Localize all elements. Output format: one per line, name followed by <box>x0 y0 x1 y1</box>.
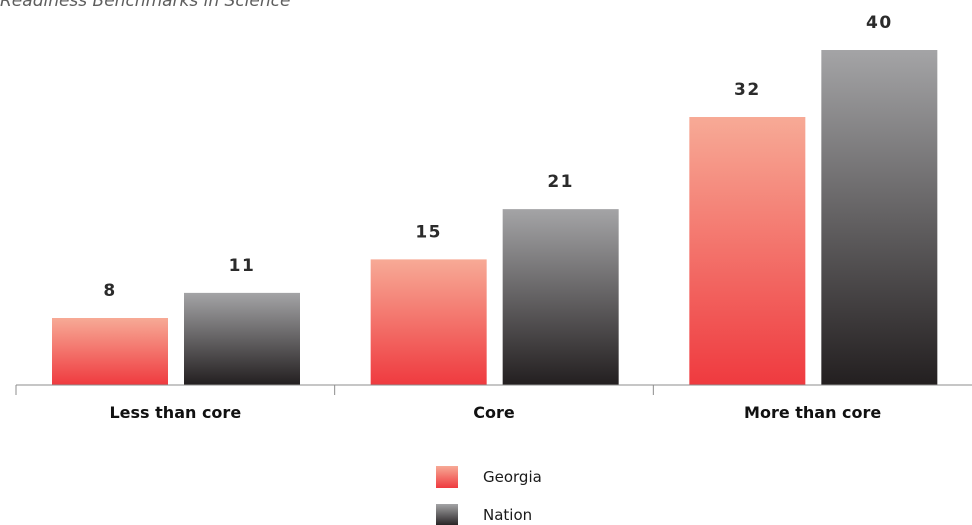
bars-layer: 8 11 15 21 32 40 <box>52 13 938 385</box>
bar-nation-more-than-core <box>821 50 938 385</box>
x-axis <box>15 384 972 395</box>
value-label-nation-less-than-core: 11 <box>229 256 256 276</box>
bar-nation-core <box>502 209 619 385</box>
bar-georgia-less-than-core <box>52 318 168 385</box>
value-label-georgia-core: 15 <box>415 222 442 242</box>
legend-swatch-nation <box>436 504 458 525</box>
legend: Georgia Nation <box>436 466 542 525</box>
legend-label-nation: Nation <box>483 506 532 524</box>
category-label-core: Core <box>473 403 515 422</box>
bar-georgia-core <box>370 259 487 385</box>
value-label-georgia-less-than-core: 8 <box>103 281 116 301</box>
value-label-georgia-more-than-core: 32 <box>734 80 761 100</box>
bar-nation-less-than-core <box>184 292 300 385</box>
chart-title: Readiness Benchmarks in Science <box>0 0 291 11</box>
bar-georgia-more-than-core <box>689 117 806 385</box>
legend-label-georgia: Georgia <box>483 468 542 486</box>
value-label-nation-more-than-core: 40 <box>866 13 893 33</box>
value-label-nation-core: 21 <box>547 172 574 192</box>
category-labels: Less than core Core More than core <box>109 403 881 422</box>
category-label-less-than-core: Less than core <box>109 403 241 422</box>
legend-swatch-georgia <box>436 466 458 488</box>
category-label-more-than-core: More than core <box>744 403 881 422</box>
